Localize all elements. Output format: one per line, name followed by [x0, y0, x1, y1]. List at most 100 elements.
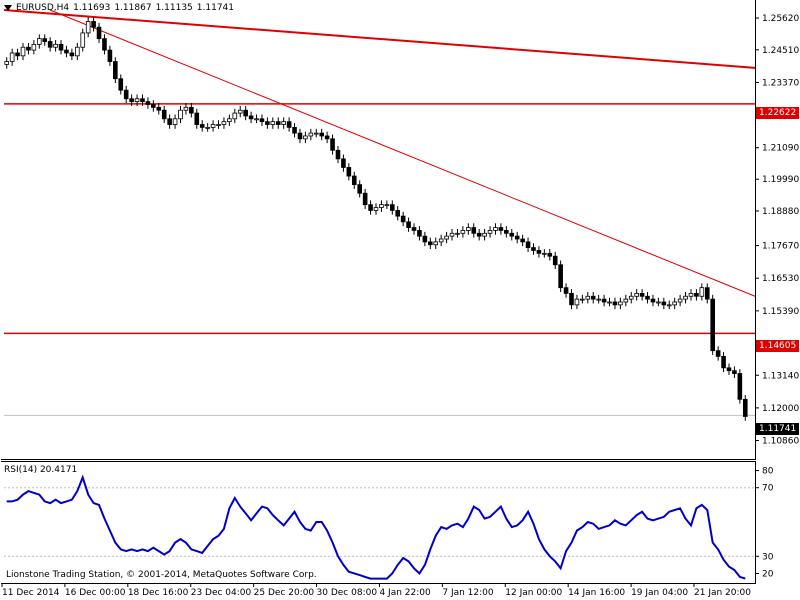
candle-body: [389, 204, 395, 211]
candle-body: [308, 132, 314, 137]
price-tick-label: 1.10860: [762, 437, 799, 447]
time-tick-label: 7 Jan 12:00: [442, 588, 494, 598]
candle-body: [650, 298, 656, 303]
candle-body: [237, 109, 243, 114]
candle-body: [313, 132, 319, 135]
time-tick-label: 23 Dec 04:00: [191, 588, 252, 598]
candle-body: [107, 49, 113, 62]
ohlc-close: 1.11741: [196, 3, 234, 13]
price-tick-label: 1.13140: [762, 371, 799, 381]
candle-body: [335, 149, 341, 160]
candle-body: [20, 46, 26, 57]
current-price-tag: 1.11741: [756, 423, 800, 435]
ohlc-low: 1.11135: [155, 3, 193, 13]
rsi-indicator-panel[interactable]: [1, 461, 756, 584]
price-tick-label: 1.21090: [762, 144, 799, 154]
candle-body: [47, 41, 53, 48]
candle-body: [227, 118, 232, 123]
time-tick-label: 19 Jan 04:00: [631, 588, 688, 598]
candle-body: [183, 106, 189, 111]
candle-body: [357, 184, 363, 194]
candle-body: [672, 301, 677, 306]
candle-body: [91, 21, 96, 28]
candle-body: [259, 118, 265, 123]
candle-body: [351, 175, 357, 186]
candle-body: [411, 227, 417, 231]
candle-body: [542, 252, 547, 255]
candle-body: [216, 124, 221, 126]
rsi-tick-label: 80: [762, 467, 774, 477]
candle-body: [422, 235, 428, 243]
candle-body: [504, 230, 509, 234]
candle-body: [525, 241, 531, 249]
candle-body: [319, 132, 324, 137]
ohlc-open: 1.11693: [73, 3, 111, 13]
candle-body: [449, 232, 455, 237]
candle-body: [324, 135, 330, 140]
candle-body: [205, 126, 210, 129]
candle-body: [221, 121, 227, 125]
time-tick-label: 25 Dec 20:00: [254, 588, 315, 598]
candle-body: [628, 295, 634, 300]
candle-body: [509, 232, 515, 237]
candle-body: [129, 98, 134, 103]
candle-body: [145, 101, 151, 105]
candle-body: [4, 61, 10, 65]
candle-body: [438, 238, 444, 243]
candle-body: [232, 112, 238, 120]
rsi-tick-label: 70: [762, 484, 774, 494]
price-tick-label: 1.17670: [762, 242, 799, 252]
candle-body: [64, 49, 69, 54]
candle-body: [661, 301, 667, 306]
candle-body: [75, 46, 80, 57]
candle-body: [292, 126, 297, 134]
price-chart-panel[interactable]: [1, 0, 756, 460]
candle-body: [683, 295, 688, 300]
candle-body: [688, 293, 694, 297]
candle-body: [558, 264, 563, 289]
candle-body: [281, 121, 286, 125]
candle-body: [666, 304, 672, 307]
price-tick-label: 1.18880: [762, 207, 799, 217]
candle-body: [297, 132, 303, 140]
candle-body: [455, 232, 460, 235]
time-tick-label: 30 Dec 08:00: [317, 588, 378, 598]
candle-body: [303, 135, 308, 140]
time-tick-label: 4 Jan 22:00: [379, 588, 431, 598]
candle-body: [596, 298, 601, 301]
candle-body: [531, 247, 536, 251]
candle-body: [677, 298, 683, 303]
candle-body: [36, 38, 42, 45]
copyright-text: Lionstone Trading Station, © 2001-2014, …: [6, 570, 317, 580]
candle-body: [384, 204, 390, 207]
candle-body: [118, 78, 124, 91]
price-tick-label: 1.12000: [762, 404, 799, 414]
candle-body: [85, 21, 91, 34]
candle-body: [482, 232, 487, 237]
price-tick-label: 1.24510: [762, 46, 799, 56]
candle-body: [113, 61, 118, 80]
candle-body: [265, 121, 270, 125]
candle-body: [569, 293, 574, 306]
time-tick-label: 11 Dec 2014: [2, 588, 60, 598]
candle-body: [161, 109, 167, 120]
candle-body: [140, 98, 145, 103]
candle-body: [330, 138, 335, 151]
candle-body: [9, 52, 15, 62]
candle-body: [699, 287, 705, 297]
candle-body: [536, 250, 542, 254]
price-tick-label: 1.23370: [762, 78, 799, 88]
time-tick-label: 21 Jan 20:00: [694, 588, 751, 598]
candle-body: [69, 52, 75, 57]
candle-body: [732, 370, 737, 374]
candle-body: [493, 227, 498, 231]
candle-body: [514, 235, 520, 240]
candle-body: [53, 43, 58, 48]
candle-body: [400, 215, 406, 223]
candle-body: [341, 158, 346, 168]
candle-body: [102, 38, 107, 51]
candle-body: [189, 106, 194, 114]
dropdown-arrow-icon[interactable]: [4, 5, 12, 11]
